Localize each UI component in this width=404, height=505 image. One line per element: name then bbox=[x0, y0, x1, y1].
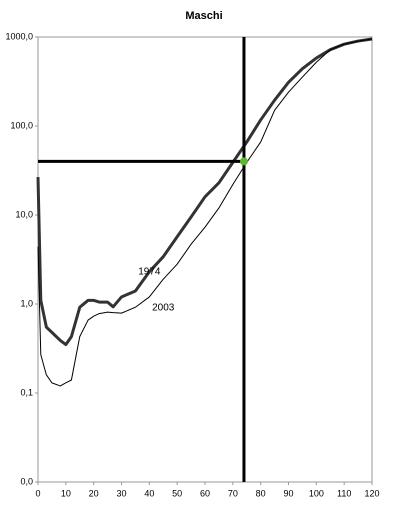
x-tick-label: 40 bbox=[144, 488, 154, 498]
y-tick-label: 1,0 bbox=[20, 298, 33, 308]
x-tick-label: 10 bbox=[61, 488, 71, 498]
y-tick-label: 1000,0 bbox=[5, 31, 33, 41]
x-tick-label: 100 bbox=[309, 488, 324, 498]
x-tick-label: 90 bbox=[283, 488, 293, 498]
x-tick-label: 30 bbox=[116, 488, 126, 498]
reference-point bbox=[239, 157, 248, 166]
series-line bbox=[36, 37, 373, 347]
y-tick-label: 0,1 bbox=[20, 387, 33, 397]
y-tick-label: 10,0 bbox=[15, 209, 33, 219]
chart-title: Maschi bbox=[185, 10, 222, 22]
series-label: 2003 bbox=[152, 303, 175, 314]
series-line bbox=[37, 38, 373, 387]
x-tick-label: 0 bbox=[35, 488, 40, 498]
x-tick-label: 70 bbox=[228, 488, 238, 498]
x-tick-label: 110 bbox=[337, 488, 351, 498]
y-tick-label: 0,0 bbox=[20, 476, 33, 486]
x-tick-label: 80 bbox=[256, 488, 266, 498]
x-tick-label: 120 bbox=[364, 488, 379, 498]
x-tick-label: 20 bbox=[89, 488, 99, 498]
series-label: 1974 bbox=[138, 266, 161, 277]
x-tick-label: 60 bbox=[200, 488, 210, 498]
y-tick-label: 100,0 bbox=[10, 120, 33, 130]
x-tick-label: 50 bbox=[172, 488, 182, 498]
plot-frame bbox=[37, 36, 373, 483]
